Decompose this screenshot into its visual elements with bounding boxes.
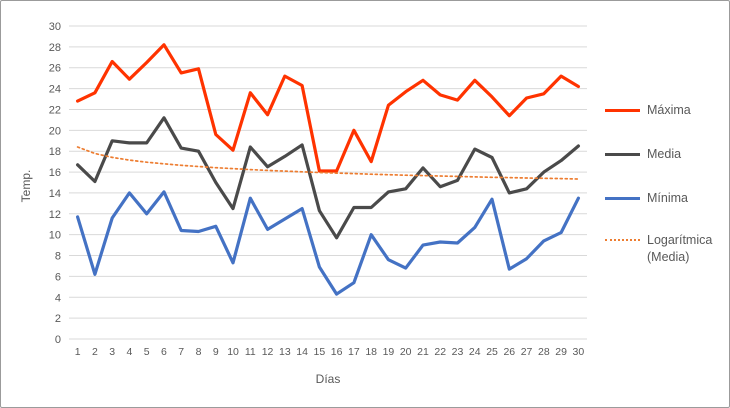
- series-line-2: [75, 190, 581, 296]
- x-tick-label: 13: [279, 346, 291, 358]
- x-tick-label: 6: [161, 346, 167, 358]
- x-tick-label: 4: [127, 346, 133, 358]
- x-tick-label: 19: [383, 346, 395, 358]
- y-tick-label: 6: [55, 271, 61, 283]
- legend-label-logaritmica-line2: (Media): [647, 250, 690, 264]
- series-line-0: [75, 43, 581, 173]
- x-tick-label: 18: [365, 346, 377, 358]
- y-tick-label: 26: [49, 63, 61, 75]
- y-tick-label: 16: [49, 167, 61, 179]
- y-tick-label: 20: [49, 125, 61, 137]
- y-tick-label: 30: [49, 21, 61, 33]
- x-tick-label: 2: [92, 346, 98, 358]
- legend-swatch-media-line: [605, 153, 640, 156]
- x-tick-label: 30: [573, 346, 585, 358]
- x-tick-label: 23: [452, 346, 464, 358]
- y-tick-label: 14: [49, 188, 61, 200]
- x-tick-label: 28: [538, 346, 550, 358]
- x-tick-label: 3: [109, 346, 115, 358]
- x-tick-label: 5: [144, 346, 150, 358]
- x-axis-title: Días: [315, 372, 341, 386]
- x-tick-label: 10: [227, 346, 239, 358]
- x-tick-label: 12: [262, 346, 274, 358]
- x-tick-label: 1: [75, 346, 81, 358]
- x-tick-label: 11: [245, 346, 256, 358]
- y-tick-label: 24: [49, 84, 61, 96]
- legend-label-media: Media: [647, 147, 682, 161]
- y-tick-label: 8: [55, 251, 61, 263]
- series-line-3: [76, 146, 580, 180]
- legend-item-maxima: Máxima: [605, 102, 691, 119]
- x-tick-label: 21: [417, 346, 429, 358]
- x-tick-label: 24: [469, 346, 481, 358]
- legend-swatch-minima-line: [605, 197, 640, 200]
- y-tick-label: 4: [55, 292, 61, 304]
- legend-label-logaritmica: Logarítmica (Media): [647, 232, 712, 266]
- y-tick-label: 28: [49, 42, 61, 54]
- x-tick-label: 27: [521, 346, 533, 358]
- legend-label-minima: Mínima: [647, 191, 688, 205]
- x-tick-label: 25: [486, 346, 498, 358]
- x-tick-label: 14: [296, 346, 308, 358]
- x-tick-label: 26: [503, 346, 515, 358]
- y-tick-label: 12: [49, 209, 61, 221]
- x-tick-label: 9: [213, 346, 219, 358]
- y-tick-label: 18: [49, 146, 61, 158]
- x-tick-label: 20: [400, 346, 412, 358]
- x-tick-label: 8: [196, 346, 202, 358]
- y-tick-label: 10: [49, 230, 61, 242]
- x-tick-label: 29: [555, 346, 567, 358]
- legend-swatch-logaritmica-line: [605, 239, 640, 241]
- legend-item-minima: Mínima: [605, 190, 688, 207]
- y-tick-label: 0: [55, 334, 61, 346]
- legend-swatch-maxima-line: [605, 109, 640, 112]
- legend-label-logaritmica-line1: Logarítmica: [647, 233, 713, 247]
- x-tick-label: 16: [331, 346, 343, 358]
- x-tick-label: 17: [348, 346, 360, 358]
- y-tick-label: 2: [55, 313, 61, 325]
- x-tick-label: 22: [434, 346, 446, 358]
- legend-item-media: Media: [605, 146, 681, 163]
- x-tick-label: 15: [314, 346, 326, 358]
- y-axis-title: Temp.: [19, 169, 33, 203]
- legend-label-maxima: Máxima: [647, 103, 691, 117]
- legend-item-logaritmica: Logarítmica (Media): [605, 232, 712, 266]
- x-tick-label: 7: [178, 346, 184, 358]
- series-line-1: [75, 116, 581, 240]
- y-tick-label: 22: [49, 104, 61, 116]
